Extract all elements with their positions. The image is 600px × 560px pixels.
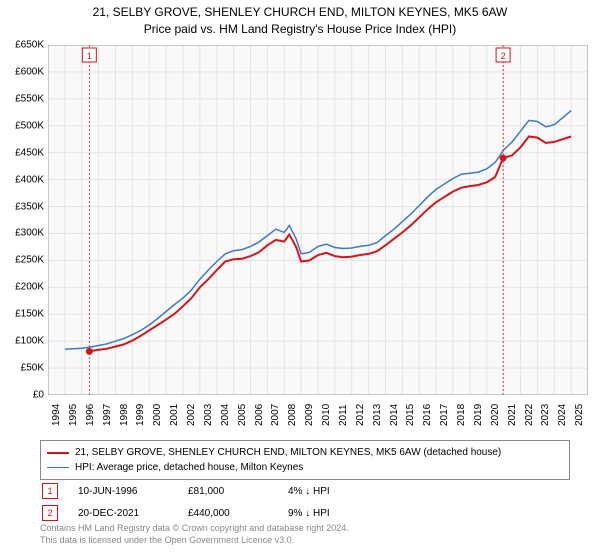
marker-price: £440,000 [188,508,288,519]
x-tick-label: 1998 [119,404,130,426]
marker-pct: 9% ↓ HPI [288,508,368,519]
marker-date: 10-JUN-1996 [78,486,188,497]
y-tick-label: £0 [33,390,44,401]
legend-swatch-property [47,452,69,454]
marker-pct: 4% ↓ HPI [288,486,368,497]
x-tick-label: 2014 [389,404,400,426]
x-tick-label: 2021 [507,404,518,426]
x-tick-label: 2017 [439,404,450,426]
marker-row: 2 20-DEC-2021 £440,000 9% ↓ HPI [40,502,570,524]
y-tick-label: £550K [15,93,44,104]
x-tick-label: 1994 [51,404,62,426]
x-tick-label: 2001 [169,404,180,426]
footer-line-1: Contains HM Land Registry data © Crown c… [40,523,570,535]
title-line-2: Price paid vs. HM Land Registry's House … [0,21,600,38]
x-tick-label: 2002 [186,404,197,426]
marker-table: 1 10-JUN-1996 £81,000 4% ↓ HPI 2 20-DEC-… [40,480,570,524]
y-tick-label: £250K [15,255,44,266]
marker-row: 1 10-JUN-1996 £81,000 4% ↓ HPI [40,480,570,502]
x-axis-labels: 1994 1995 1996 1997 1998 1999 2000 2001 2002 2003… [48,398,588,438]
x-tick-label: 2023 [540,404,551,426]
x-tick-label: 2016 [422,404,433,426]
y-tick-label: £600K [15,66,44,77]
y-axis-labels: £0£50K£100K£150K£200K£250K£300K£350K£400… [0,45,46,395]
x-tick-label: 1996 [85,404,96,426]
y-tick-label: £400K [15,174,44,185]
x-tick-label: 2007 [270,404,281,426]
x-tick-label: 2019 [473,404,484,426]
marker-badge-1: 1 [42,483,58,499]
y-tick-label: £200K [15,282,44,293]
x-tick-label: 2010 [321,404,332,426]
legend-swatch-hpi [47,467,69,469]
x-tick-label: 2018 [456,404,467,426]
legend-label-hpi: HPI: Average price, detached house, Milt… [75,460,303,475]
legend: 21, SELBY GROVE, SHENLEY CHURCH END, MIL… [40,440,570,480]
legend-row: HPI: Average price, detached house, Milt… [47,460,563,475]
legend-label-property: 21, SELBY GROVE, SHENLEY CHURCH END, MIL… [75,445,501,460]
title-line-1: 21, SELBY GROVE, SHENLEY CHURCH END, MIL… [0,4,600,21]
marker-price: £81,000 [188,486,288,497]
x-tick-label: 2006 [254,404,265,426]
y-tick-label: £300K [15,228,44,239]
chart-svg: 12 [48,45,588,395]
x-tick-label: 1995 [68,404,79,426]
title-area: 21, SELBY GROVE, SHENLEY CHURCH END, MIL… [0,0,600,38]
y-tick-label: £150K [15,309,44,320]
x-tick-label: 2025 [574,404,585,426]
x-tick-label: 2008 [287,404,298,426]
x-tick-label: 1997 [102,404,113,426]
x-tick-label: 2013 [372,404,383,426]
x-tick-label: 1999 [135,404,146,426]
x-tick-label: 2024 [557,404,568,426]
plot-area: 12 [48,45,588,395]
y-tick-label: £500K [15,120,44,131]
x-tick-label: 2009 [304,404,315,426]
y-tick-label: £650K [15,40,44,51]
y-tick-label: £450K [15,147,44,158]
chart-container: 21, SELBY GROVE, SHENLEY CHURCH END, MIL… [0,0,600,560]
x-tick-label: 2020 [490,404,501,426]
x-tick-label: 2003 [203,404,214,426]
x-tick-label: 2022 [524,404,535,426]
y-tick-label: £350K [15,201,44,212]
marker-badge-2: 2 [42,505,58,521]
x-tick-label: 2015 [405,404,416,426]
x-tick-label: 2011 [338,404,349,426]
marker-date: 20-DEC-2021 [78,508,188,519]
y-tick-label: £100K [15,336,44,347]
x-tick-label: 2012 [355,404,366,426]
y-tick-label: £50K [21,363,44,374]
svg-text:2: 2 [501,51,506,61]
x-tick-label: 2000 [152,404,163,426]
x-tick-label: 2004 [220,404,231,426]
x-tick-label: 2005 [237,404,248,426]
footer: Contains HM Land Registry data © Crown c… [40,523,570,546]
legend-row: 21, SELBY GROVE, SHENLEY CHURCH END, MIL… [47,445,563,460]
footer-line-2: This data is licensed under the Open Gov… [40,535,570,547]
svg-text:1: 1 [87,51,92,61]
